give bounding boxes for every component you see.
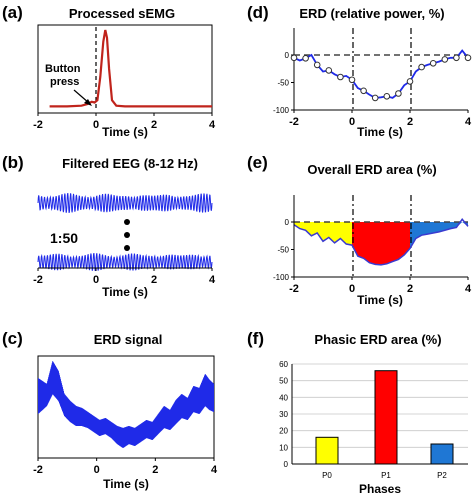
erd-data-point <box>453 54 460 62</box>
panel-e-xlabel: Time (s) <box>357 293 403 307</box>
erd-area-outline <box>293 218 469 266</box>
y-tick-label: 50 <box>279 377 288 386</box>
bar-p2 <box>430 443 454 465</box>
x-tick-label: 0 <box>93 274 99 286</box>
panel-b-title: Filtered EEG (8-12 Hz) <box>62 156 198 171</box>
panel-f-title: Phasic ERD area (%) <box>314 332 441 347</box>
erd-data-point <box>290 54 298 62</box>
annotation-arrowhead <box>84 99 92 106</box>
x-tick-label: 0 <box>94 464 100 476</box>
y-tick-label: 0 <box>285 218 290 227</box>
panel-letter-f: (f) <box>247 329 264 348</box>
x-tick-label: -2 <box>289 116 299 128</box>
ellipsis-dot <box>124 219 130 225</box>
panel-f-xlabel: Phases <box>359 482 401 496</box>
x-tick-label: P0 <box>322 471 332 480</box>
panel-c-xlabel: Time (s) <box>103 477 149 491</box>
semg-trace <box>49 29 212 108</box>
x-tick-label: 2 <box>151 274 157 286</box>
erd-power-line <box>293 49 469 99</box>
erd-data-point <box>383 93 391 100</box>
x-tick-label: 2 <box>152 464 158 476</box>
y-tick-label: -50 <box>277 79 289 88</box>
erd-data-point <box>429 60 437 67</box>
x-tick-label: 4 <box>209 119 216 131</box>
y-tick-label: -100 <box>273 106 290 115</box>
erd-data-point <box>406 78 414 85</box>
ellipsis-dot <box>124 232 130 238</box>
erd-data-point <box>464 54 472 62</box>
y-tick-label: 0 <box>285 51 290 60</box>
y-tick-label: -50 <box>277 246 289 255</box>
erd-data-point <box>337 73 344 81</box>
bar-p0 <box>315 436 339 465</box>
erd-data-point <box>371 94 379 102</box>
panel-d: (d) ERD (relative power, %) 0 -50 -100 -2 0… <box>247 3 472 139</box>
x-tick-label: 2 <box>407 116 413 128</box>
panel-b-xlabel: Time (s) <box>102 285 148 299</box>
x-tick-label: -2 <box>33 464 43 476</box>
x-tick-label: 4 <box>465 283 472 295</box>
ellipsis-dot <box>124 245 130 251</box>
panel-f: (f) Phasic ERD area (%) 0 10 20 30 40 50 60 P0… <box>247 329 468 496</box>
x-tick-label: 2 <box>151 119 157 131</box>
panel-e: (e) Overall ERD area (%) 0-50-100 -2 0 2 4 … <box>247 153 472 307</box>
erd-data-point <box>348 76 356 84</box>
panel-letter-c: (c) <box>2 329 23 348</box>
erd-data-point <box>418 63 425 71</box>
erd-data-point <box>313 61 321 69</box>
panel-letter-d: (d) <box>247 3 269 22</box>
erd-area-phase-p2 <box>410 222 468 249</box>
y-tick-label: 10 <box>279 443 288 452</box>
y-tick-label: -100 <box>273 273 290 282</box>
panel-c-title: ERD signal <box>94 332 163 347</box>
x-tick-label: 4 <box>209 274 216 286</box>
x-tick-label: 4 <box>465 116 472 128</box>
panel-c: (c) ERD signal -2 0 2 4 Time (s) <box>2 329 218 491</box>
y-tick-label: 60 <box>279 360 288 369</box>
erd-area-phase-p0 <box>294 222 352 246</box>
erd-data-point <box>302 55 309 62</box>
panel-a: (a) Processed sEMG Button press -2 0 2 4 Tim… <box>2 3 216 139</box>
y-tick-label: 30 <box>279 410 288 419</box>
panel-d-xlabel: Time (s) <box>357 125 403 139</box>
x-tick-label: 0 <box>349 116 355 128</box>
eeg-trace-top <box>37 192 213 214</box>
erd-signal-oscillation <box>38 361 214 448</box>
panel-d-title: ERD (relative power, %) <box>299 6 444 21</box>
x-tick-label: -2 <box>33 274 43 286</box>
erd-data-point <box>441 56 449 63</box>
erd-data-point <box>395 90 402 97</box>
y-tick-label: 40 <box>279 393 288 402</box>
x-tick-label: -2 <box>289 283 299 295</box>
panel-letter-a: (a) <box>2 3 23 22</box>
bar-p1 <box>374 370 398 465</box>
erd-data-point <box>360 87 367 95</box>
erd-area-phase-p1 <box>352 222 410 265</box>
button-press-annotation: Button press <box>45 63 81 88</box>
y-tick-label: 20 <box>279 427 288 436</box>
x-tick-label: 4 <box>211 464 218 476</box>
x-tick-label: -2 <box>33 119 43 131</box>
eeg-trace-bottom <box>37 252 213 272</box>
panel-a-title: Processed sEMG <box>69 6 175 21</box>
panel-e-title: Overall ERD area (%) <box>307 162 436 177</box>
panel-a-frame <box>37 24 213 114</box>
panel-letter-b: (b) <box>2 153 24 172</box>
trial-count-label: 1:50 <box>50 230 78 246</box>
panel-b: (b) Filtered EEG (8-12 Hz) 1:50 -2 0 2 4 Ti… <box>2 153 216 299</box>
panel-a-xlabel: Time (s) <box>102 125 148 139</box>
panel-letter-e: (e) <box>247 153 268 172</box>
x-tick-label: 0 <box>93 119 99 131</box>
x-tick-label: P2 <box>437 471 447 480</box>
erd-data-point <box>325 67 333 74</box>
x-tick-label: P1 <box>381 471 391 480</box>
x-tick-label: 2 <box>407 283 413 295</box>
x-tick-label: 0 <box>349 283 355 295</box>
y-tick-label: 0 <box>284 460 289 469</box>
